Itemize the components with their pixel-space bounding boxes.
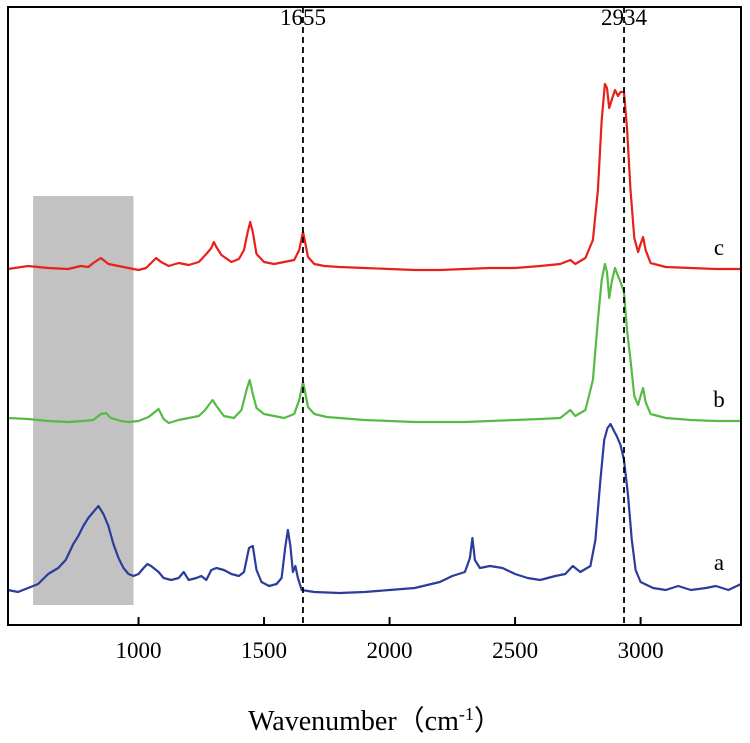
annotation-label-2934: 2934	[601, 5, 648, 30]
x-tick-label-2500: 2500	[492, 638, 538, 663]
x-axis-title-superscript: -1	[459, 704, 474, 724]
series-label-c: c	[714, 235, 724, 260]
annotation-layer: 1655 2934	[280, 5, 648, 625]
series-line-b	[7, 262, 741, 425]
series-line-c	[7, 82, 741, 272]
series-label-a: a	[714, 550, 724, 575]
x-axis-title-close: ）	[474, 705, 502, 737]
annotation-label-1655: 1655	[280, 5, 326, 30]
x-tick-label-2000: 2000	[367, 638, 413, 663]
x-axis-title: Wavenumber（cm-1）	[248, 704, 502, 737]
x-tick-label-1000: 1000	[116, 638, 162, 663]
series-line-a	[7, 422, 742, 595]
x-axis-ticks: 1000 1500 2000 2500 3000	[116, 617, 664, 663]
x-tick-label-1500: 1500	[241, 638, 287, 663]
series-label-b: b	[713, 387, 725, 412]
series-layer: c b a	[7, 82, 742, 595]
x-tick-label-3000: 3000	[618, 638, 664, 663]
highlight-band	[33, 196, 134, 605]
plot-frame	[7, 6, 742, 626]
highlight-band-layer	[33, 196, 134, 605]
